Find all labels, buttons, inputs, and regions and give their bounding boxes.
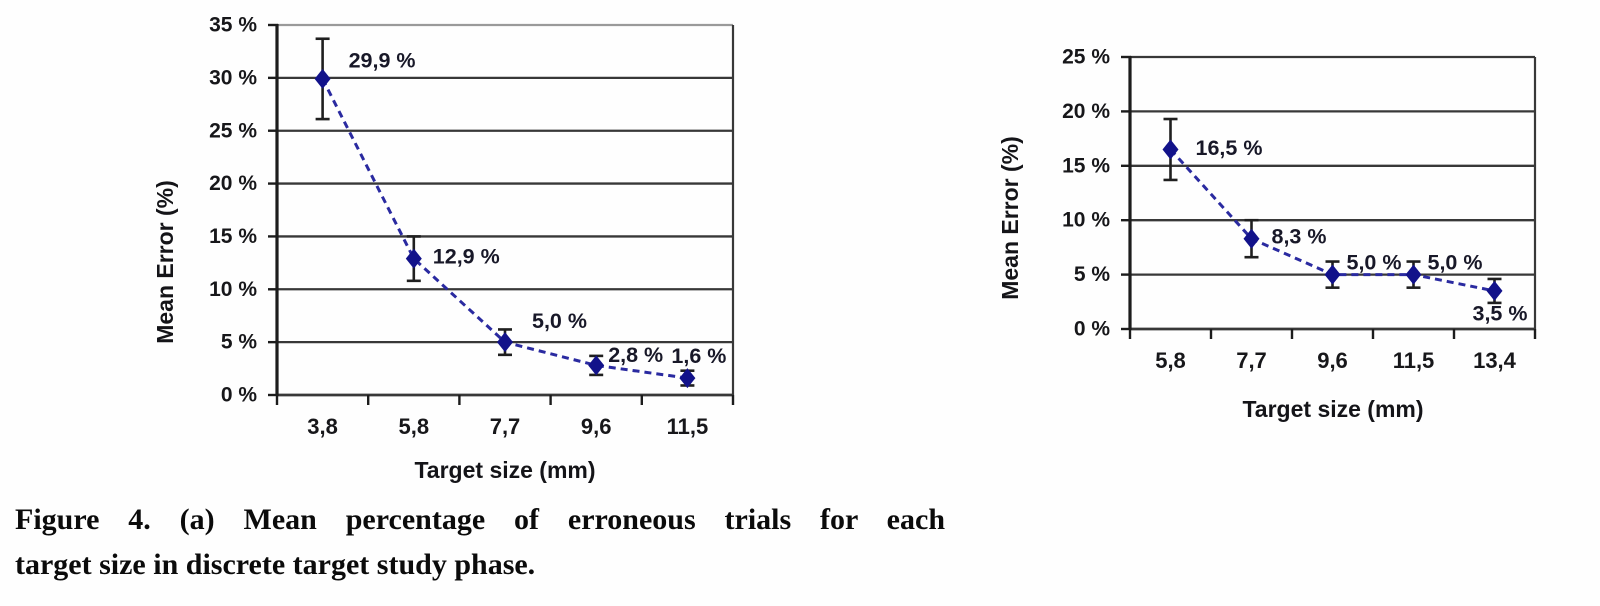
y-tick-label: 20 % — [1062, 100, 1110, 123]
y-tick-labels: 35 % 30 % 25 % 20 % 15 % 10 % 5 % 0 % — [209, 14, 257, 407]
data-point-markers — [1162, 139, 1503, 301]
axes — [268, 23, 735, 405]
y-tick-label: 0 % — [221, 384, 258, 407]
x-tick-label: 5,8 — [399, 414, 430, 439]
y-tick-label: 15 % — [209, 225, 257, 248]
y-tick-label: 30 % — [209, 66, 257, 89]
x-tick-label: 11,5 — [667, 414, 709, 439]
caption-line-2: target size in discrete target study pha… — [15, 548, 536, 581]
x-tick-label: 9,6 — [1317, 348, 1348, 373]
data-point-marker — [1243, 228, 1260, 249]
y-tick-label: 25 % — [209, 119, 257, 142]
x-tick-label: 3,8 — [307, 414, 338, 439]
data-point-marker — [1405, 264, 1422, 285]
x-tick-label: 11,5 — [1393, 348, 1435, 373]
y-tick-label: 5 % — [221, 331, 258, 354]
y-axis-title: Mean Error (%) — [997, 136, 1023, 300]
y-tick-label: 5 % — [1074, 263, 1111, 286]
y-tick-label: 10 % — [209, 278, 257, 301]
data-point-label: 1,6 % — [671, 344, 726, 368]
data-point-marker — [1486, 280, 1503, 301]
x-tick-label: 7,7 — [1236, 348, 1267, 373]
y-tick-label: 25 % — [1062, 46, 1110, 69]
data-point-label: 12,9 % — [433, 244, 500, 268]
x-tick-label: 5,8 — [1155, 348, 1186, 373]
caption-line-1: Figure 4. (a) Mean percentage of erroneo… — [15, 503, 945, 536]
axes — [1121, 55, 1537, 339]
data-point-label: 16,5 % — [1196, 136, 1263, 160]
data-point-labels: 16,5 % 8,3 % 5,0 % 5,0 % 3,5 % — [1196, 136, 1528, 325]
y-tick-label: 35 % — [209, 14, 257, 37]
data-point-marker — [679, 368, 696, 389]
data-point-label: 5,0 % — [532, 309, 587, 333]
data-point-label: 2,8 % — [608, 343, 663, 367]
gridlines — [277, 23, 733, 397]
data-point-labels: 29,9 % 12,9 % 5,0 % 2,8 % 1,6 % — [349, 49, 727, 368]
data-point-marker — [588, 355, 605, 376]
y-tick-labels: 25 % 20 % 15 % 10 % 5 % 0 % — [1062, 46, 1110, 341]
y-tick-label: 10 % — [1062, 209, 1110, 232]
y-tick-label: 20 % — [209, 172, 257, 195]
x-tick-label: 9,6 — [581, 414, 612, 439]
data-point-label: 5,0 % — [1428, 250, 1483, 274]
x-axis-title: Target size (mm) — [1242, 396, 1423, 422]
data-point-markers — [314, 68, 696, 389]
y-tick-label: 15 % — [1062, 154, 1110, 177]
axis-titles: Mean Error (%) Target size (mm) — [152, 180, 595, 483]
data-point-marker — [1324, 264, 1341, 285]
y-axis-title: Mean Error (%) — [152, 180, 178, 344]
data-point-label: 8,3 % — [1272, 224, 1327, 248]
data-point-marker — [405, 248, 422, 269]
right-error-chart: 25 % 20 % 15 % 10 % 5 % 0 % 5,8 7,7 9,6 11,5 13,4 M… — [997, 46, 1537, 422]
axis-titles: Mean Error (%) Target size (mm) — [997, 136, 1423, 422]
y-tick-label: 0 % — [1074, 318, 1111, 341]
x-tick-label: 7,7 — [490, 414, 521, 439]
data-point-marker — [1162, 139, 1179, 160]
x-tick-label: 13,4 — [1473, 348, 1517, 373]
x-tick-labels: 3,8 5,8 7,7 9,6 11,5 — [307, 414, 708, 439]
data-point-label: 29,9 % — [349, 49, 416, 73]
gridlines — [1130, 55, 1535, 331]
x-axis-title: Target size (mm) — [414, 457, 595, 483]
data-point-marker — [314, 68, 331, 89]
figure-caption: Figure 4. (a) Mean percentage of erroneo… — [15, 497, 945, 587]
data-point-label: 3,5 % — [1473, 302, 1528, 326]
x-tick-labels: 5,8 7,7 9,6 11,5 13,4 — [1155, 348, 1516, 373]
left-error-chart: 35 % 30 % 25 % 20 % 15 % 10 % 5 % 0 % 3,8 5,8 7,7 9… — [152, 14, 735, 483]
data-point-marker — [497, 332, 513, 353]
data-point-label: 5,0 % — [1347, 250, 1402, 274]
